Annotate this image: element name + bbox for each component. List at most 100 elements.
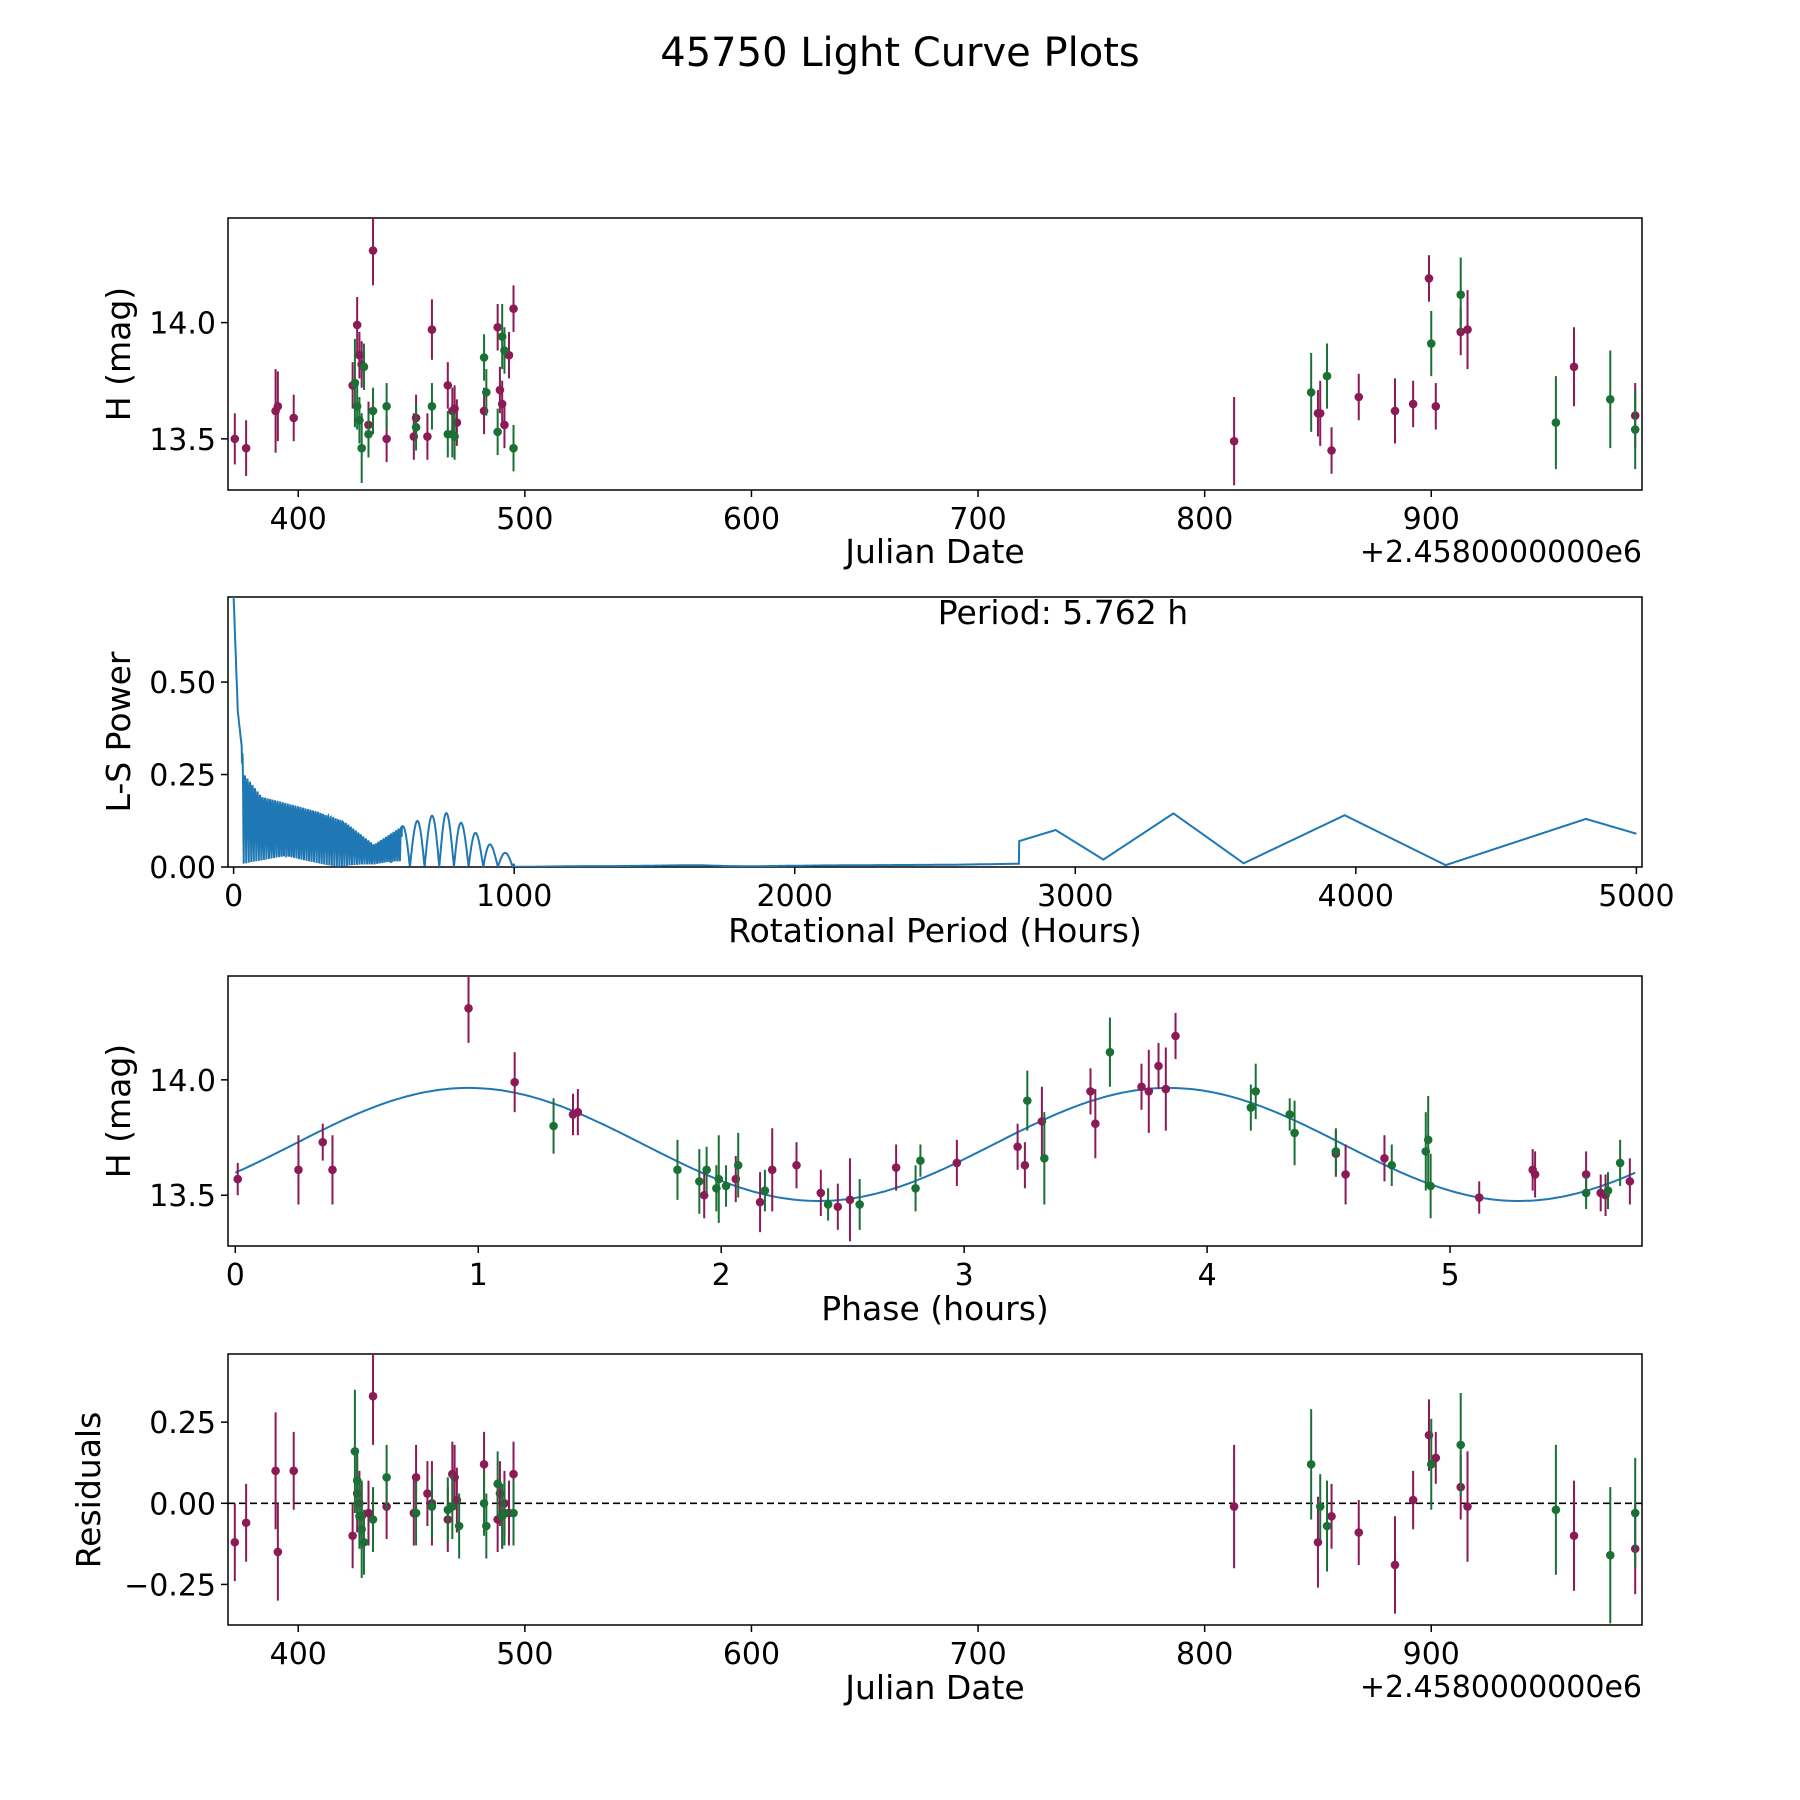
lightcurve-green-point	[509, 443, 518, 453]
phased-magenta-point	[952, 1158, 962, 1168]
periodogram-ytick-label: 0.00	[149, 851, 216, 886]
residuals-ytick-label: 0.25	[149, 1406, 216, 1441]
lightcurve-green-point	[1322, 371, 1332, 381]
phased-magenta-point	[1144, 1087, 1154, 1096]
lightcurve-magenta-point	[1424, 274, 1434, 283]
phased-green-point	[911, 1184, 920, 1193]
lightcurve-magenta-point	[1456, 327, 1466, 337]
lightcurve-magenta-point	[427, 325, 437, 334]
phased-green-point	[702, 1165, 711, 1175]
phased-magenta-point	[833, 1202, 843, 1212]
phased-xtick-label: 5	[1441, 1258, 1460, 1293]
lightcurve-magenta-point	[352, 320, 362, 330]
residuals-xtick-label: 800	[1176, 1637, 1233, 1672]
phased-green-point	[1285, 1110, 1295, 1119]
lightcurve-magenta-point	[368, 246, 378, 255]
phased-xtick-label: 3	[955, 1258, 974, 1293]
phased-magenta-point	[1086, 1087, 1095, 1096]
phased-green-point	[733, 1160, 743, 1170]
periodogram-ylabel: L-S Power	[99, 651, 138, 812]
residuals-green-point	[500, 1508, 509, 1518]
lightcurve-xtick-label: 800	[1176, 502, 1233, 537]
residuals-ytick-label: 0.00	[149, 1487, 216, 1522]
panel-phased: Phase (hours) H (mag) 0 1 2 3 4 5 13.5 14.0	[99, 975, 1643, 1328]
lightcurve-green-point	[450, 432, 459, 441]
residuals-green-point	[382, 1473, 391, 1482]
phased-green-point	[1246, 1103, 1256, 1112]
residuals-magenta-point	[509, 1469, 518, 1479]
lightcurve-magenta-point	[1390, 406, 1400, 416]
phased-magenta-point	[1171, 1031, 1180, 1041]
phased-magenta-point	[510, 1077, 519, 1087]
phased-xtick-label: 2	[712, 1258, 731, 1293]
residuals-magenta-point	[1569, 1531, 1579, 1541]
phased-magenta-point	[891, 1163, 901, 1172]
residuals-green-point	[359, 1537, 369, 1547]
lightcurve-green-point	[357, 443, 366, 453]
phased-magenta-point	[1161, 1084, 1171, 1094]
residuals-magenta-point	[230, 1537, 240, 1547]
lightcurve-magenta-point	[509, 304, 518, 313]
lightcurve-xtick-label: 700	[949, 502, 1006, 537]
lightcurve-xtick-label: 900	[1403, 502, 1460, 537]
phased-magenta-point	[294, 1165, 303, 1175]
phased-ylabel: H (mag)	[99, 1044, 138, 1178]
phased-magenta-point	[755, 1197, 765, 1207]
phased-magenta-point	[233, 1174, 243, 1184]
phased-magenta-point	[1154, 1061, 1163, 1071]
figure-title: 45750 Light Curve Plots	[660, 30, 1139, 76]
lightcurve-magenta-point	[382, 434, 391, 444]
lightcurve-magenta-point	[500, 420, 509, 430]
phased-magenta-point	[845, 1195, 855, 1205]
residuals-green-point	[427, 1502, 437, 1511]
residuals-ylabel: Residuals	[69, 1412, 108, 1569]
lightcurve-green-point	[1426, 339, 1436, 348]
phased-green-point	[714, 1174, 724, 1184]
periodogram-ytick-label: 0.25	[149, 759, 216, 794]
lightcurve-plot-area	[230, 218, 1640, 486]
phased-green-point	[1105, 1047, 1115, 1057]
lightcurve-green-point	[493, 427, 502, 437]
residuals-green-point	[1551, 1505, 1561, 1515]
lightcurve-magenta-point	[289, 413, 299, 423]
phased-green-point	[1426, 1181, 1435, 1191]
lightcurve-xtick-label: 600	[723, 502, 780, 537]
phased-magenta-point	[699, 1190, 709, 1200]
lightcurve-xtick-label: 500	[496, 502, 553, 537]
lightcurve-magenta-point	[493, 322, 502, 332]
periodogram-ytick-label: 0.50	[149, 666, 216, 701]
phased-xlabel: Phase (hours)	[821, 1289, 1049, 1328]
phased-magenta-point	[1530, 1170, 1540, 1179]
phased-xtick-label: 0	[226, 1258, 245, 1293]
phased-green-point	[1040, 1154, 1049, 1163]
phased-magenta-point	[767, 1165, 777, 1175]
lightcurve-green-point	[479, 353, 489, 362]
phased-magenta-point	[1625, 1177, 1635, 1186]
phased-magenta-point	[573, 1107, 583, 1117]
residuals-magenta-point	[364, 1508, 373, 1518]
phased-green-point	[823, 1200, 833, 1209]
residuals-green-point	[493, 1479, 502, 1489]
residuals-magenta-point	[271, 1466, 280, 1476]
residuals-magenta-point	[1229, 1502, 1239, 1511]
phased-xtick-label: 4	[1198, 1258, 1217, 1293]
phased-magenta-point	[328, 1165, 337, 1175]
residuals-green-point	[1426, 1460, 1436, 1469]
lightcurve-green-point	[427, 402, 437, 411]
lightcurve-green-point	[1630, 425, 1640, 434]
lightcurve-green-point	[411, 422, 421, 432]
residuals-green-point	[1456, 1440, 1466, 1450]
lightcurve-magenta-point	[230, 434, 240, 444]
panel-periodogram: Rotational Period (Hours) L-S Power Peri…	[99, 593, 1675, 950]
residuals-axes-frame	[227, 1353, 1643, 1626]
lightcurve-magenta-point	[1431, 402, 1441, 411]
residuals-green-point	[1306, 1460, 1316, 1469]
lightcurve-ytick-label: 14.0	[149, 307, 216, 342]
lightcurve-green-point	[1551, 418, 1561, 427]
lightcurve-magenta-point	[1463, 325, 1472, 334]
phased-green-point	[1023, 1096, 1032, 1105]
panel-lightcurve: Julian Date H (mag) +2.4580000000e6 400 5…	[99, 217, 1643, 571]
phased-xtick-label: 1	[469, 1258, 488, 1293]
lightcurve-magenta-point	[423, 432, 432, 441]
lightcurve-green-point	[500, 346, 509, 355]
